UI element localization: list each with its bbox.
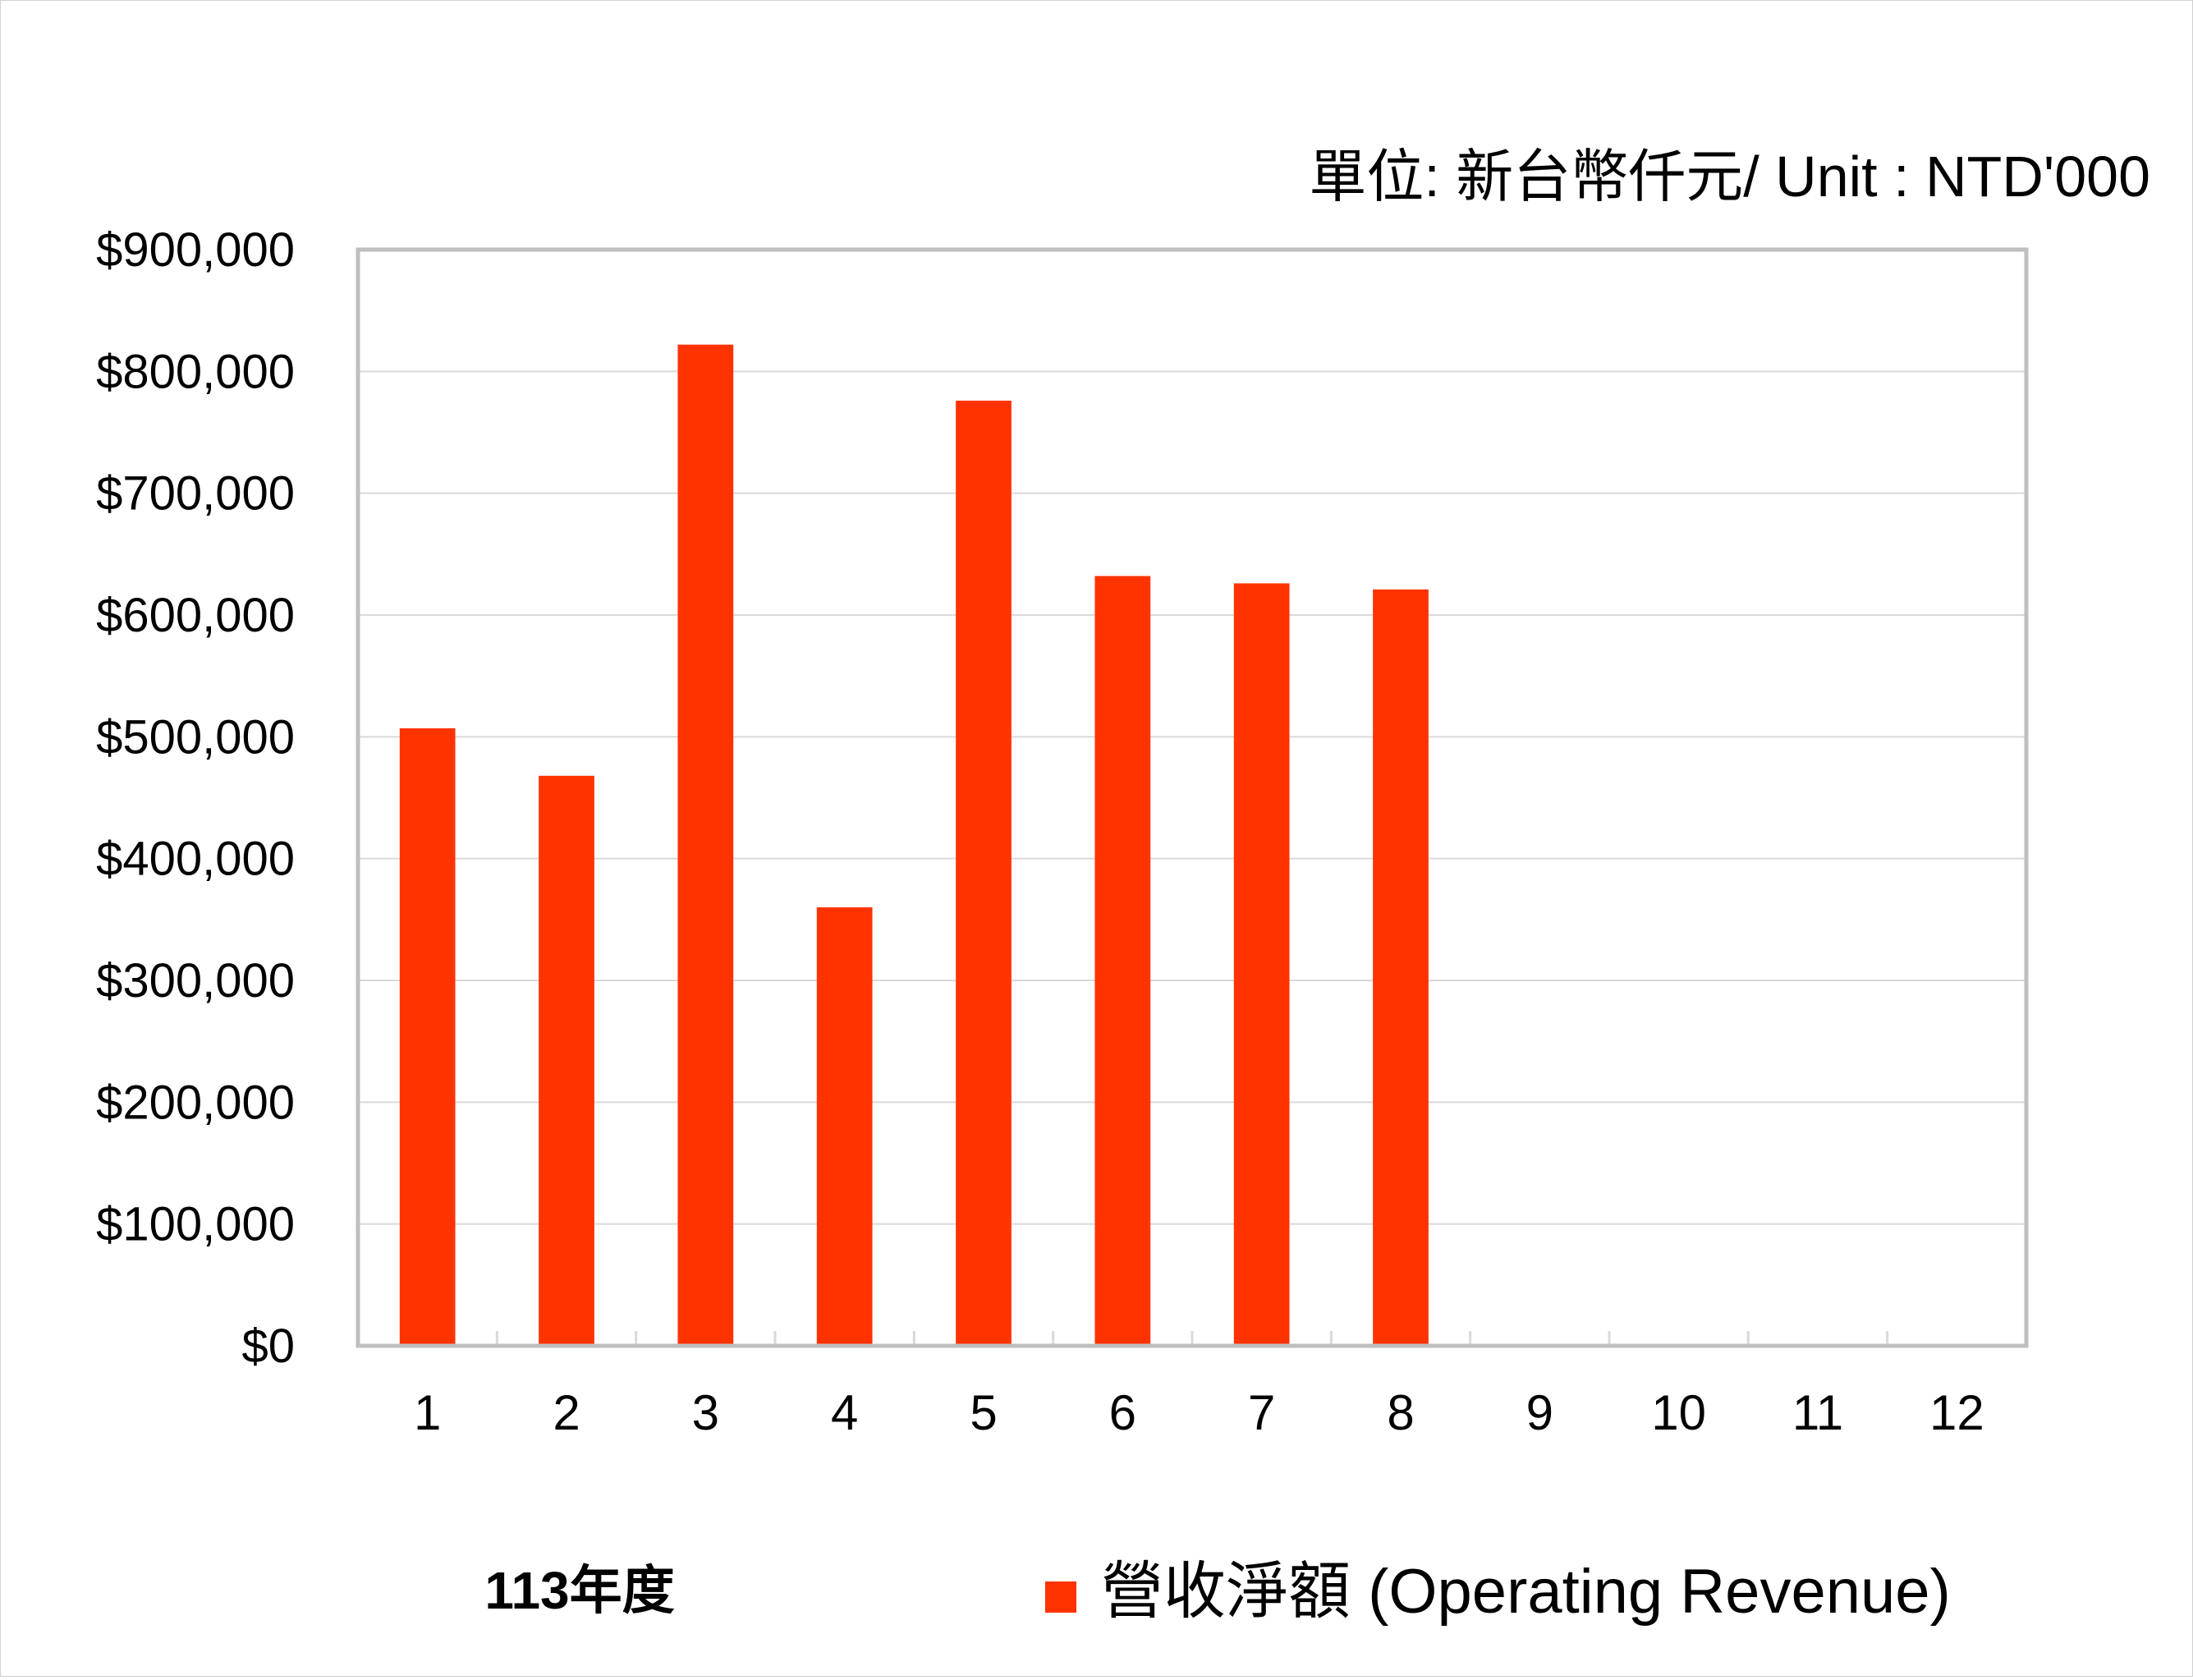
y-axis-tick-labels: $0 $100,000 $200,000 $300,000 $400,000 $500,0… [96, 223, 295, 1373]
unit-label: 單位: 新台幣仟元/ Unit : NTD'000 [1309, 145, 2150, 209]
bar-month-1 [399, 728, 456, 1346]
y-tick-label: $400,000 [96, 833, 295, 886]
bars [399, 344, 1429, 1347]
x-tick-label: 6 [1109, 1385, 1136, 1440]
legend-label: 營收淨額 (Operating Revenue) [1101, 1557, 1951, 1627]
x-tick-label: 4 [831, 1385, 858, 1440]
legend: 營收淨額 (Operating Revenue) [1045, 1557, 1951, 1627]
bar-month-7 [1233, 583, 1290, 1346]
bar-month-6 [1094, 576, 1151, 1346]
bar-month-4 [816, 907, 873, 1346]
x-tick-label: 3 [692, 1385, 719, 1440]
bar-month-2 [539, 775, 594, 1346]
y-tick-label: $500,000 [96, 710, 295, 764]
y-tick-label: $900,000 [96, 223, 295, 277]
x-tick-label: 2 [553, 1385, 580, 1440]
y-tick-label: $300,000 [96, 954, 295, 1008]
y-tick-label: $100,000 [96, 1198, 295, 1251]
x-axis-tick-labels: 1 2 3 4 5 6 7 8 9 10 11 12 [414, 1385, 1984, 1440]
bar-month-5 [956, 400, 1012, 1346]
x-tick-label: 9 [1526, 1385, 1553, 1440]
x-tick-label: 12 [1929, 1385, 1984, 1440]
year-label: 113年度 [484, 1561, 674, 1620]
x-tick-label: 1 [414, 1385, 441, 1440]
y-tick-label: $200,000 [96, 1076, 295, 1129]
x-tick-label: 5 [970, 1385, 997, 1440]
y-tick-label: $0 [241, 1320, 295, 1373]
x-tick-label: 11 [1792, 1385, 1843, 1440]
y-tick-label: $700,000 [96, 467, 295, 521]
gridlines [358, 370, 2026, 1346]
x-tick-label: 7 [1248, 1385, 1275, 1440]
y-tick-label: $600,000 [96, 589, 295, 642]
y-tick-label: $800,000 [96, 345, 295, 398]
x-tick-label: 10 [1651, 1385, 1706, 1440]
bar-month-8 [1373, 589, 1429, 1346]
plot-area-border [356, 247, 2029, 1348]
legend-swatch [1045, 1581, 1076, 1613]
x-tick-label: 8 [1387, 1385, 1414, 1440]
bar-month-3 [677, 344, 734, 1347]
